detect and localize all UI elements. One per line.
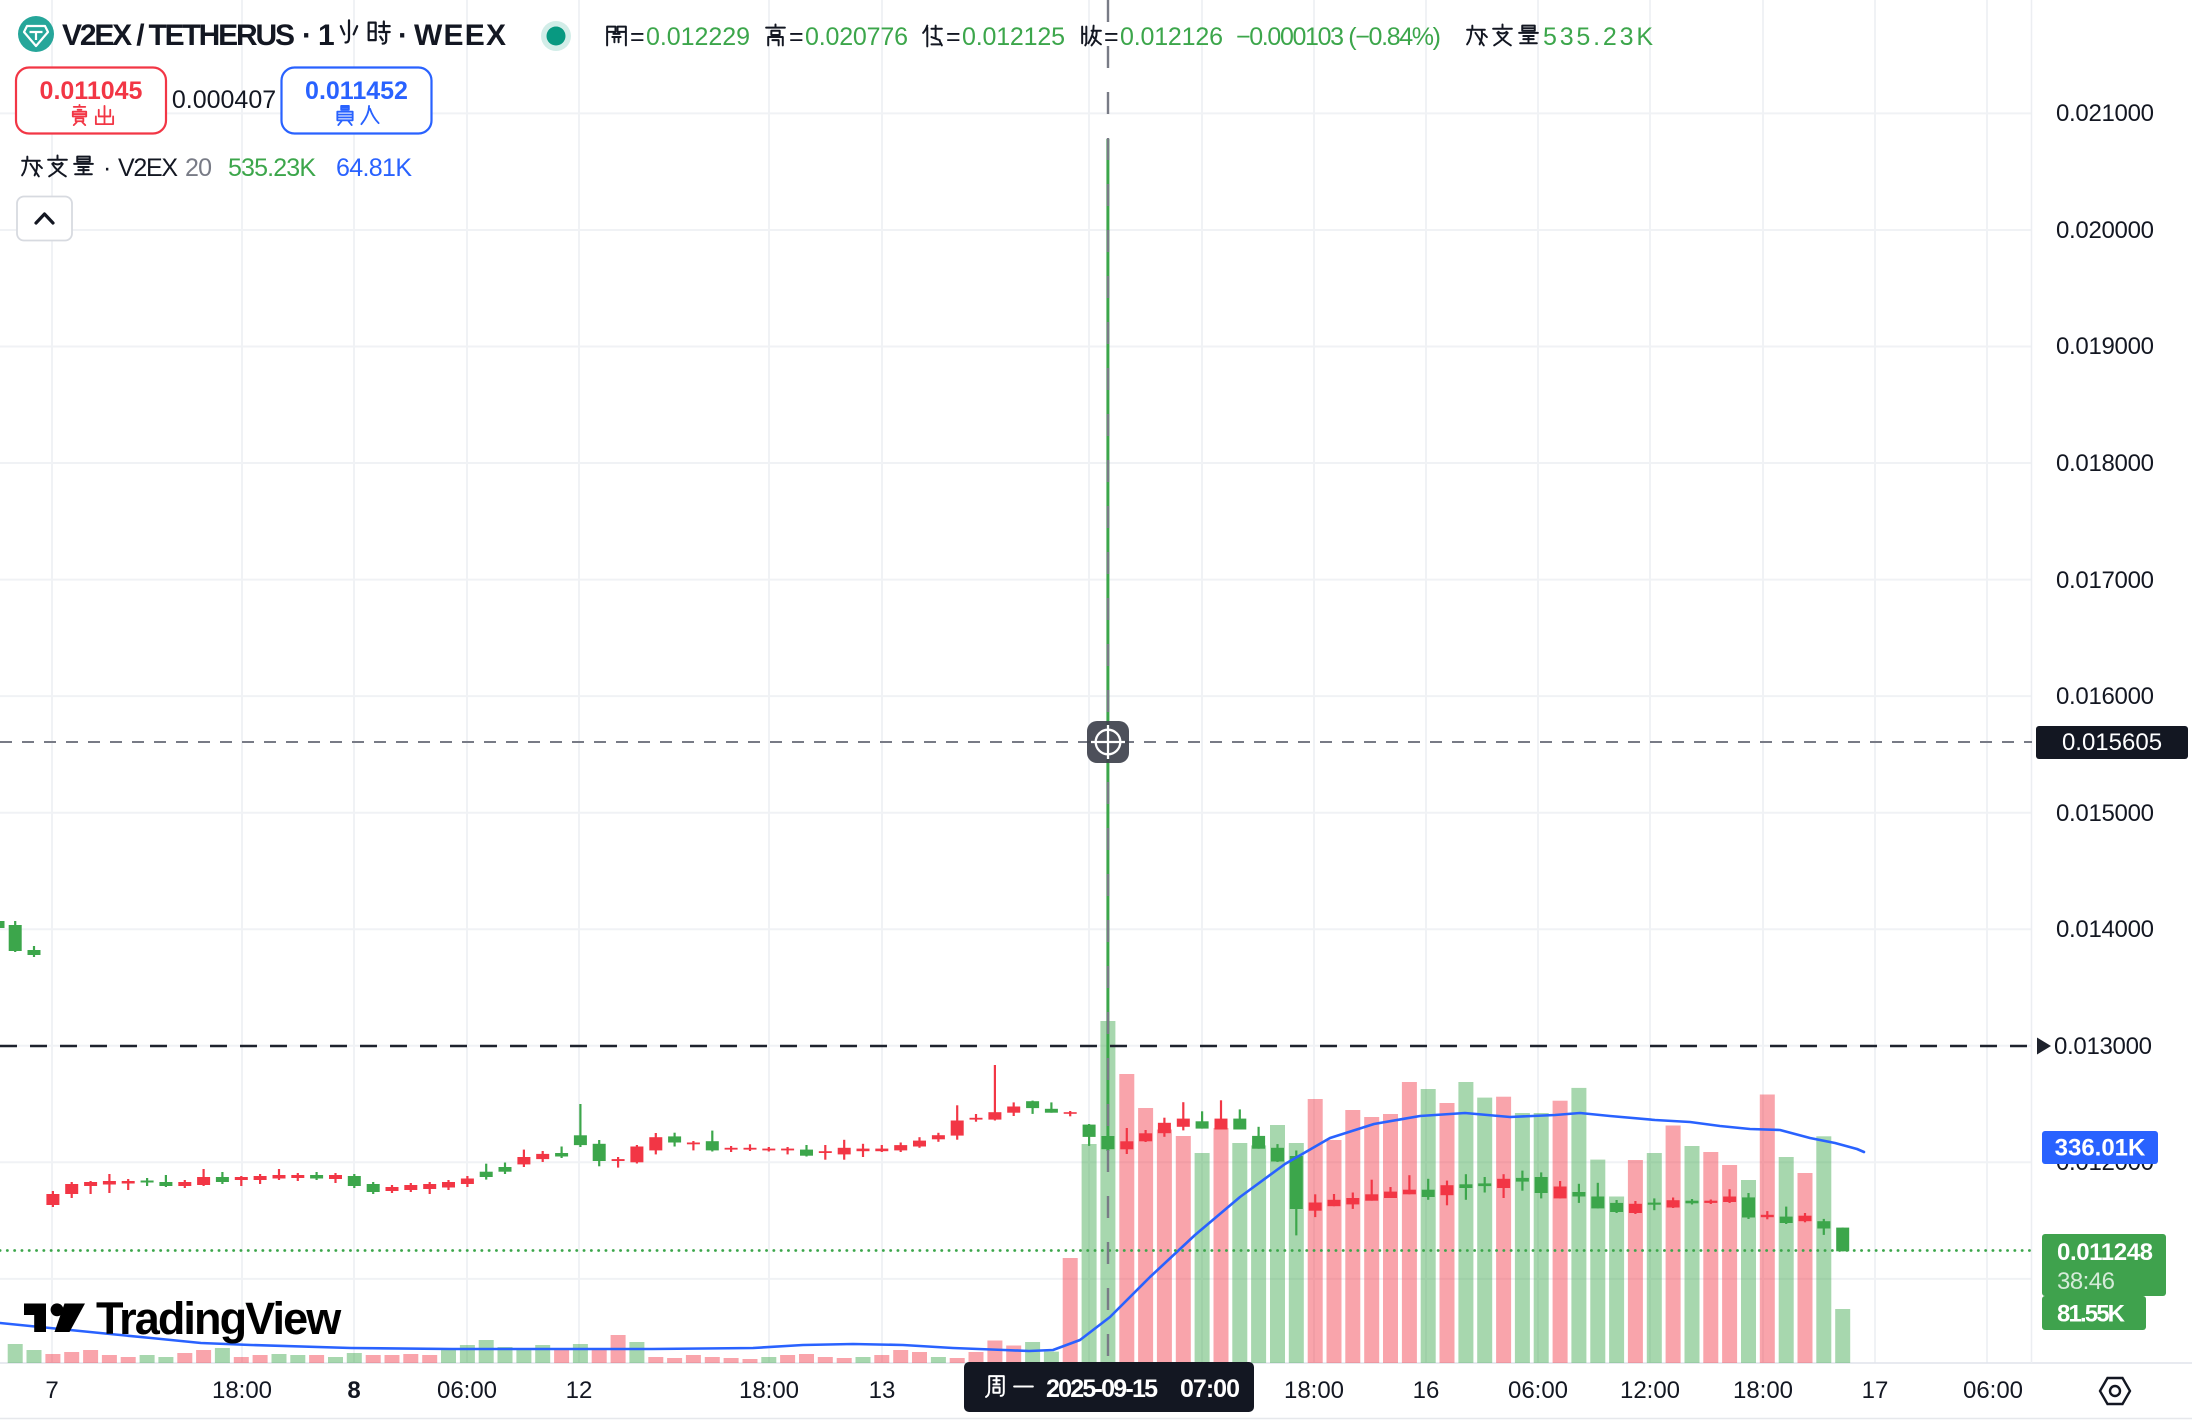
svg-text:0.017000: 0.017000: [2056, 567, 2154, 594]
svg-text:13: 13: [869, 1377, 896, 1404]
svg-text:−0.000103 (−0.84%): −0.000103 (−0.84%): [1236, 23, 1441, 51]
svg-text:0.000407: 0.000407: [172, 86, 276, 114]
svg-text:0.015605: 0.015605: [2062, 729, 2162, 756]
svg-text:8: 8: [347, 1377, 360, 1404]
svg-text:20: 20: [185, 154, 212, 182]
svg-text:07:00: 07:00: [1180, 1375, 1240, 1403]
svg-text:12: 12: [566, 1377, 593, 1404]
svg-text:V2EX / TETHERUS: V2EX / TETHERUS: [62, 19, 295, 52]
svg-text:7: 7: [45, 1377, 58, 1404]
svg-text:16: 16: [1413, 1377, 1440, 1404]
svg-text:38:46: 38:46: [2057, 1268, 2115, 1295]
svg-text:06:00: 06:00: [1508, 1377, 1568, 1404]
svg-text:81.55K: 81.55K: [2057, 1301, 2126, 1328]
svg-text:0.021000: 0.021000: [2056, 100, 2154, 127]
svg-text:0.012125: 0.012125: [962, 23, 1065, 51]
svg-text:06:00: 06:00: [437, 1377, 497, 1404]
svg-text:0.012126: 0.012126: [1120, 23, 1223, 51]
svg-text:=: =: [1104, 23, 1119, 51]
svg-text:·: ·: [103, 154, 111, 182]
svg-text:V2EX: V2EX: [118, 154, 178, 182]
svg-text:=: =: [789, 23, 804, 51]
svg-text:TradingView: TradingView: [96, 1293, 342, 1344]
svg-text:0.018000: 0.018000: [2056, 450, 2154, 477]
svg-text:336.01K: 336.01K: [2055, 1135, 2146, 1162]
svg-text:535.23K: 535.23K: [228, 154, 316, 182]
svg-text:0.020000: 0.020000: [2056, 217, 2154, 244]
svg-text:·: ·: [398, 19, 408, 52]
svg-text:18:00: 18:00: [212, 1377, 272, 1404]
svg-text:0.019000: 0.019000: [2056, 333, 2154, 360]
svg-text:=: =: [946, 23, 961, 51]
svg-text:0.011248: 0.011248: [2057, 1239, 2153, 1266]
svg-text:64.81K: 64.81K: [336, 154, 412, 182]
svg-text:0.013000: 0.013000: [2054, 1033, 2152, 1060]
svg-text:0.012229: 0.012229: [646, 23, 750, 51]
svg-text:18:00: 18:00: [1733, 1377, 1793, 1404]
svg-text:0.011452: 0.011452: [305, 77, 408, 105]
svg-text:0.015000: 0.015000: [2056, 800, 2154, 827]
svg-text:·: ·: [302, 19, 312, 52]
svg-text:06:00: 06:00: [1963, 1377, 2023, 1404]
svg-text:1: 1: [318, 19, 335, 52]
svg-text:0.020776: 0.020776: [805, 23, 908, 51]
svg-text:0.016000: 0.016000: [2056, 683, 2154, 710]
svg-text:12:00: 12:00: [1620, 1377, 1680, 1404]
svg-text:WEEX: WEEX: [414, 19, 506, 52]
svg-text:535.23K: 535.23K: [1543, 23, 1653, 51]
svg-text:17: 17: [1862, 1377, 1889, 1404]
svg-text:=: =: [630, 23, 645, 51]
svg-text:18:00: 18:00: [739, 1377, 799, 1404]
svg-text:0.011045: 0.011045: [40, 77, 143, 105]
svg-text:18:00: 18:00: [1284, 1377, 1344, 1404]
svg-text:2025-09-15: 2025-09-15: [1046, 1375, 1158, 1403]
svg-text:0.014000: 0.014000: [2056, 916, 2154, 943]
